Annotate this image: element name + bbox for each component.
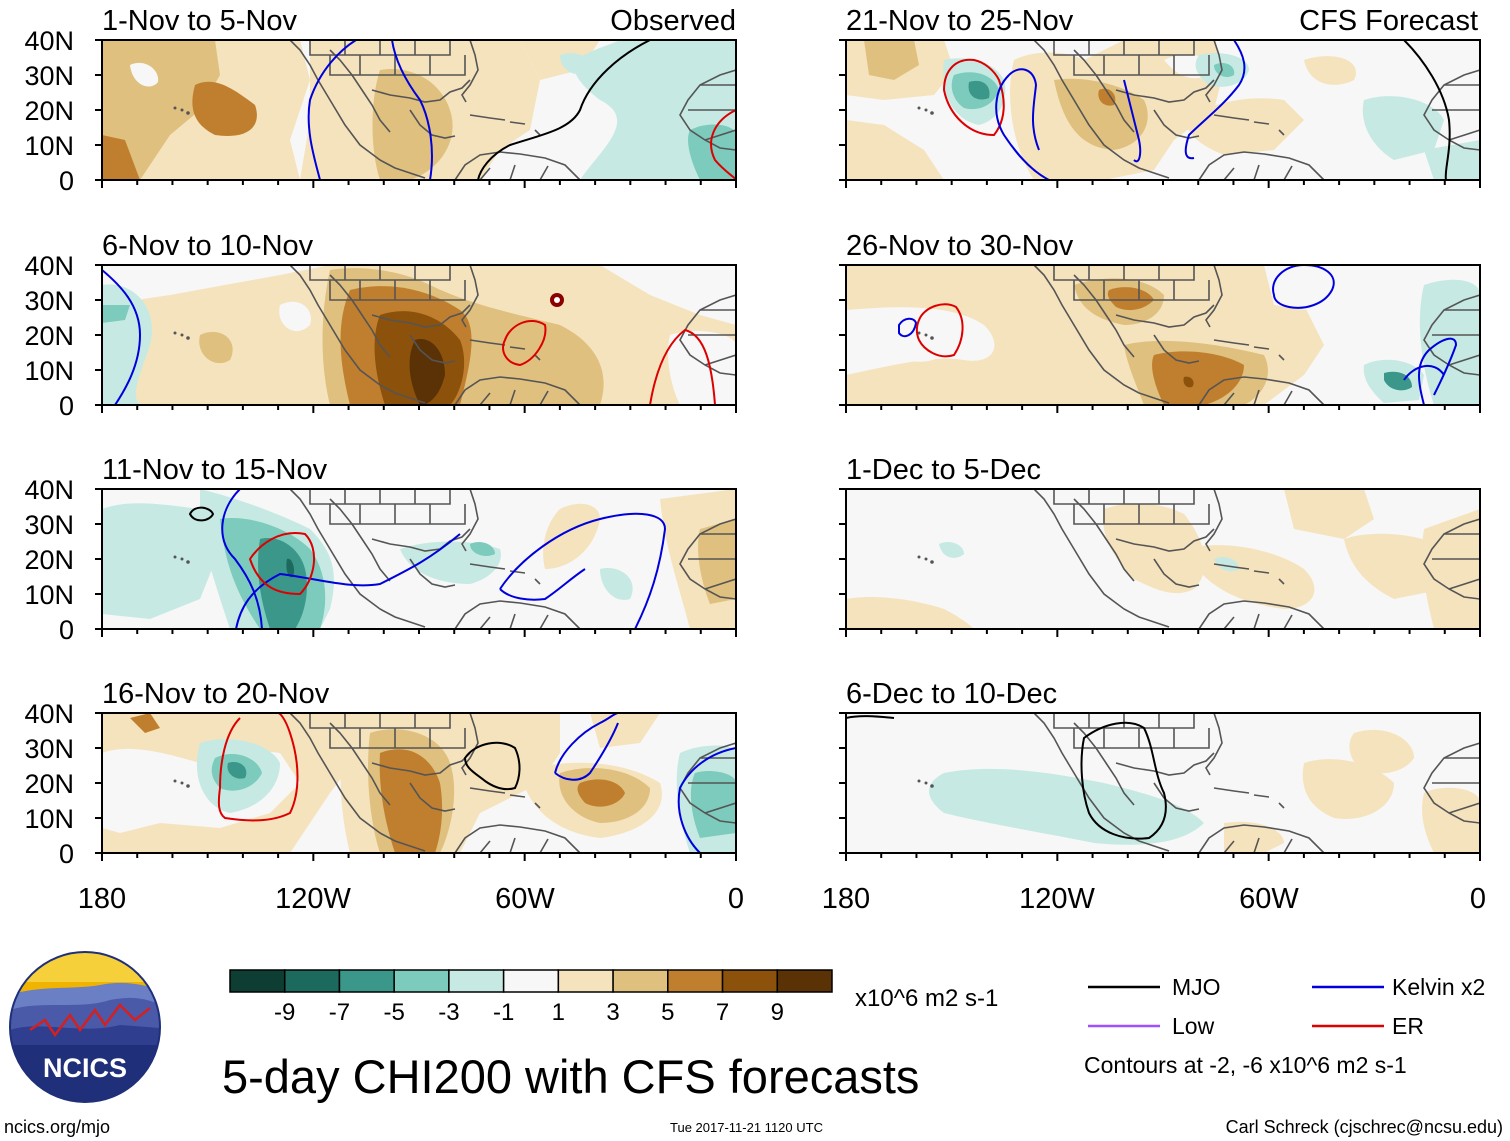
- lat-label: 10N: [24, 131, 74, 161]
- logo-text: NCICS: [43, 1053, 127, 1083]
- lat-label: 40N: [24, 26, 74, 56]
- lat-label: 0: [59, 166, 74, 196]
- colorbar-swatch: [721, 969, 779, 993]
- panel-title-3: 11-Nov to 15-Nov: [102, 454, 328, 486]
- main-title: 5-day CHI200 with CFS forecasts: [222, 1050, 919, 1103]
- colorbar-tick-label: -1: [493, 999, 514, 1026]
- lat-label: 20N: [24, 321, 74, 351]
- lon-label-60w-left: 60W: [495, 883, 555, 915]
- legend-label-mjo: MJO: [1172, 974, 1221, 1000]
- colorbar-swatch: [667, 969, 724, 993]
- colorbar-swatch: [338, 969, 395, 993]
- contour-note: Contours at -2, -6 x10^6 m2 s-1: [1084, 1052, 1407, 1078]
- colorbar-tick-label: -5: [384, 999, 405, 1026]
- colorbar-swatch: [557, 969, 614, 993]
- lat-label: 0: [59, 839, 74, 869]
- lat-label: 20N: [24, 769, 74, 799]
- panel-3: [101, 488, 737, 630]
- lon-label-180-right: 180: [822, 883, 870, 915]
- legend: MJO Kelvin x2 Low ER Contours at -2, -6 …: [1084, 974, 1485, 1078]
- colorbar-swatch: [502, 969, 560, 993]
- lat-label: 40N: [24, 699, 74, 729]
- colorbar-swatch: [393, 969, 450, 993]
- latitude-labels: 40N 30N 20N 10N 0 40N 30N 20N 10N 0 40N 30N 20N 10N 0 4…: [24, 26, 74, 869]
- colorbar-swatch: [283, 969, 341, 993]
- colorbar-tick-label: 3: [606, 999, 619, 1026]
- panel-title-8: 6-Dec to 10-Dec: [846, 678, 1057, 710]
- legend-label-kelvin: Kelvin x2: [1392, 974, 1485, 1000]
- lon-label-120w-left: 120W: [275, 883, 351, 915]
- panel-4: [101, 712, 737, 854]
- colorbar-tick-label: 5: [661, 999, 674, 1026]
- colorbar-tick-label: 9: [771, 999, 784, 1026]
- axis-ticks: [95, 39, 1481, 861]
- legend-label-low: Low: [1172, 1013, 1215, 1039]
- lat-label: 30N: [24, 61, 74, 91]
- panel-5: [845, 39, 1481, 181]
- lat-label: 40N: [24, 251, 74, 281]
- panel-1: [101, 39, 737, 181]
- lon-label-120w-right: 120W: [1019, 883, 1095, 915]
- forecast-label: CFS Forecast: [1299, 5, 1478, 37]
- panel-title-1: 1-Nov to 5-Nov: [102, 5, 298, 37]
- timestamp: Tue 2017-11-21 1120 UTC: [670, 1120, 823, 1135]
- colorbar-tick-label: -9: [274, 999, 295, 1026]
- lat-label: 0: [59, 391, 74, 421]
- legend-label-er: ER: [1392, 1013, 1424, 1039]
- panel-title-5: 21-Nov to 25-Nov: [846, 5, 1074, 37]
- lat-label: 40N: [24, 475, 74, 505]
- ncics-logo: NCICS: [9, 951, 161, 1103]
- panel-8: [845, 712, 1481, 854]
- observed-label: Observed: [610, 5, 736, 37]
- panel-title-4: 16-Nov to 20-Nov: [102, 678, 330, 710]
- lat-label: 0: [59, 615, 74, 645]
- lon-label-60w-right: 60W: [1239, 883, 1299, 915]
- author-credit: Carl Schreck (cjschrec@ncsu.edu): [1226, 1117, 1503, 1137]
- panel-title-7: 1-Dec to 5-Dec: [846, 454, 1041, 486]
- colorbar: [229, 969, 833, 993]
- lat-label: 30N: [24, 286, 74, 316]
- colorbar-swatch: [612, 969, 669, 993]
- colorbar-ticks: -9 -7 -5 -3 -1 1 3 5 7 9: [274, 999, 784, 1026]
- colorbar-tick-label: -7: [329, 999, 350, 1026]
- panel-6: [845, 264, 1481, 406]
- lat-label: 10N: [24, 580, 74, 610]
- panel-title-2: 6-Nov to 10-Nov: [102, 230, 314, 262]
- lat-label: 30N: [24, 510, 74, 540]
- colorbar-swatch: [229, 969, 286, 993]
- colorbar-tick-label: 7: [716, 999, 729, 1026]
- lat-label: 10N: [24, 804, 74, 834]
- source-url: ncics.org/mjo: [4, 1117, 110, 1137]
- lon-label-0-right: 0: [1470, 883, 1486, 915]
- lat-label: 30N: [24, 734, 74, 764]
- colorbar-tick-label: 1: [552, 999, 565, 1026]
- lon-label-180-left: 180: [78, 883, 126, 915]
- lat-label: 10N: [24, 356, 74, 386]
- lat-label: 20N: [24, 545, 74, 575]
- lon-label-0-left: 0: [728, 883, 744, 915]
- colorbar-swatch: [776, 969, 833, 993]
- lat-label: 20N: [24, 96, 74, 126]
- panel-title-6: 26-Nov to 30-Nov: [846, 230, 1074, 262]
- units-label: x10^6 m2 s-1: [855, 985, 998, 1012]
- colorbar-tick-label: -3: [438, 999, 459, 1026]
- colorbar-swatch: [448, 969, 505, 993]
- panel-7: [845, 488, 1481, 630]
- panel-2: [101, 264, 737, 406]
